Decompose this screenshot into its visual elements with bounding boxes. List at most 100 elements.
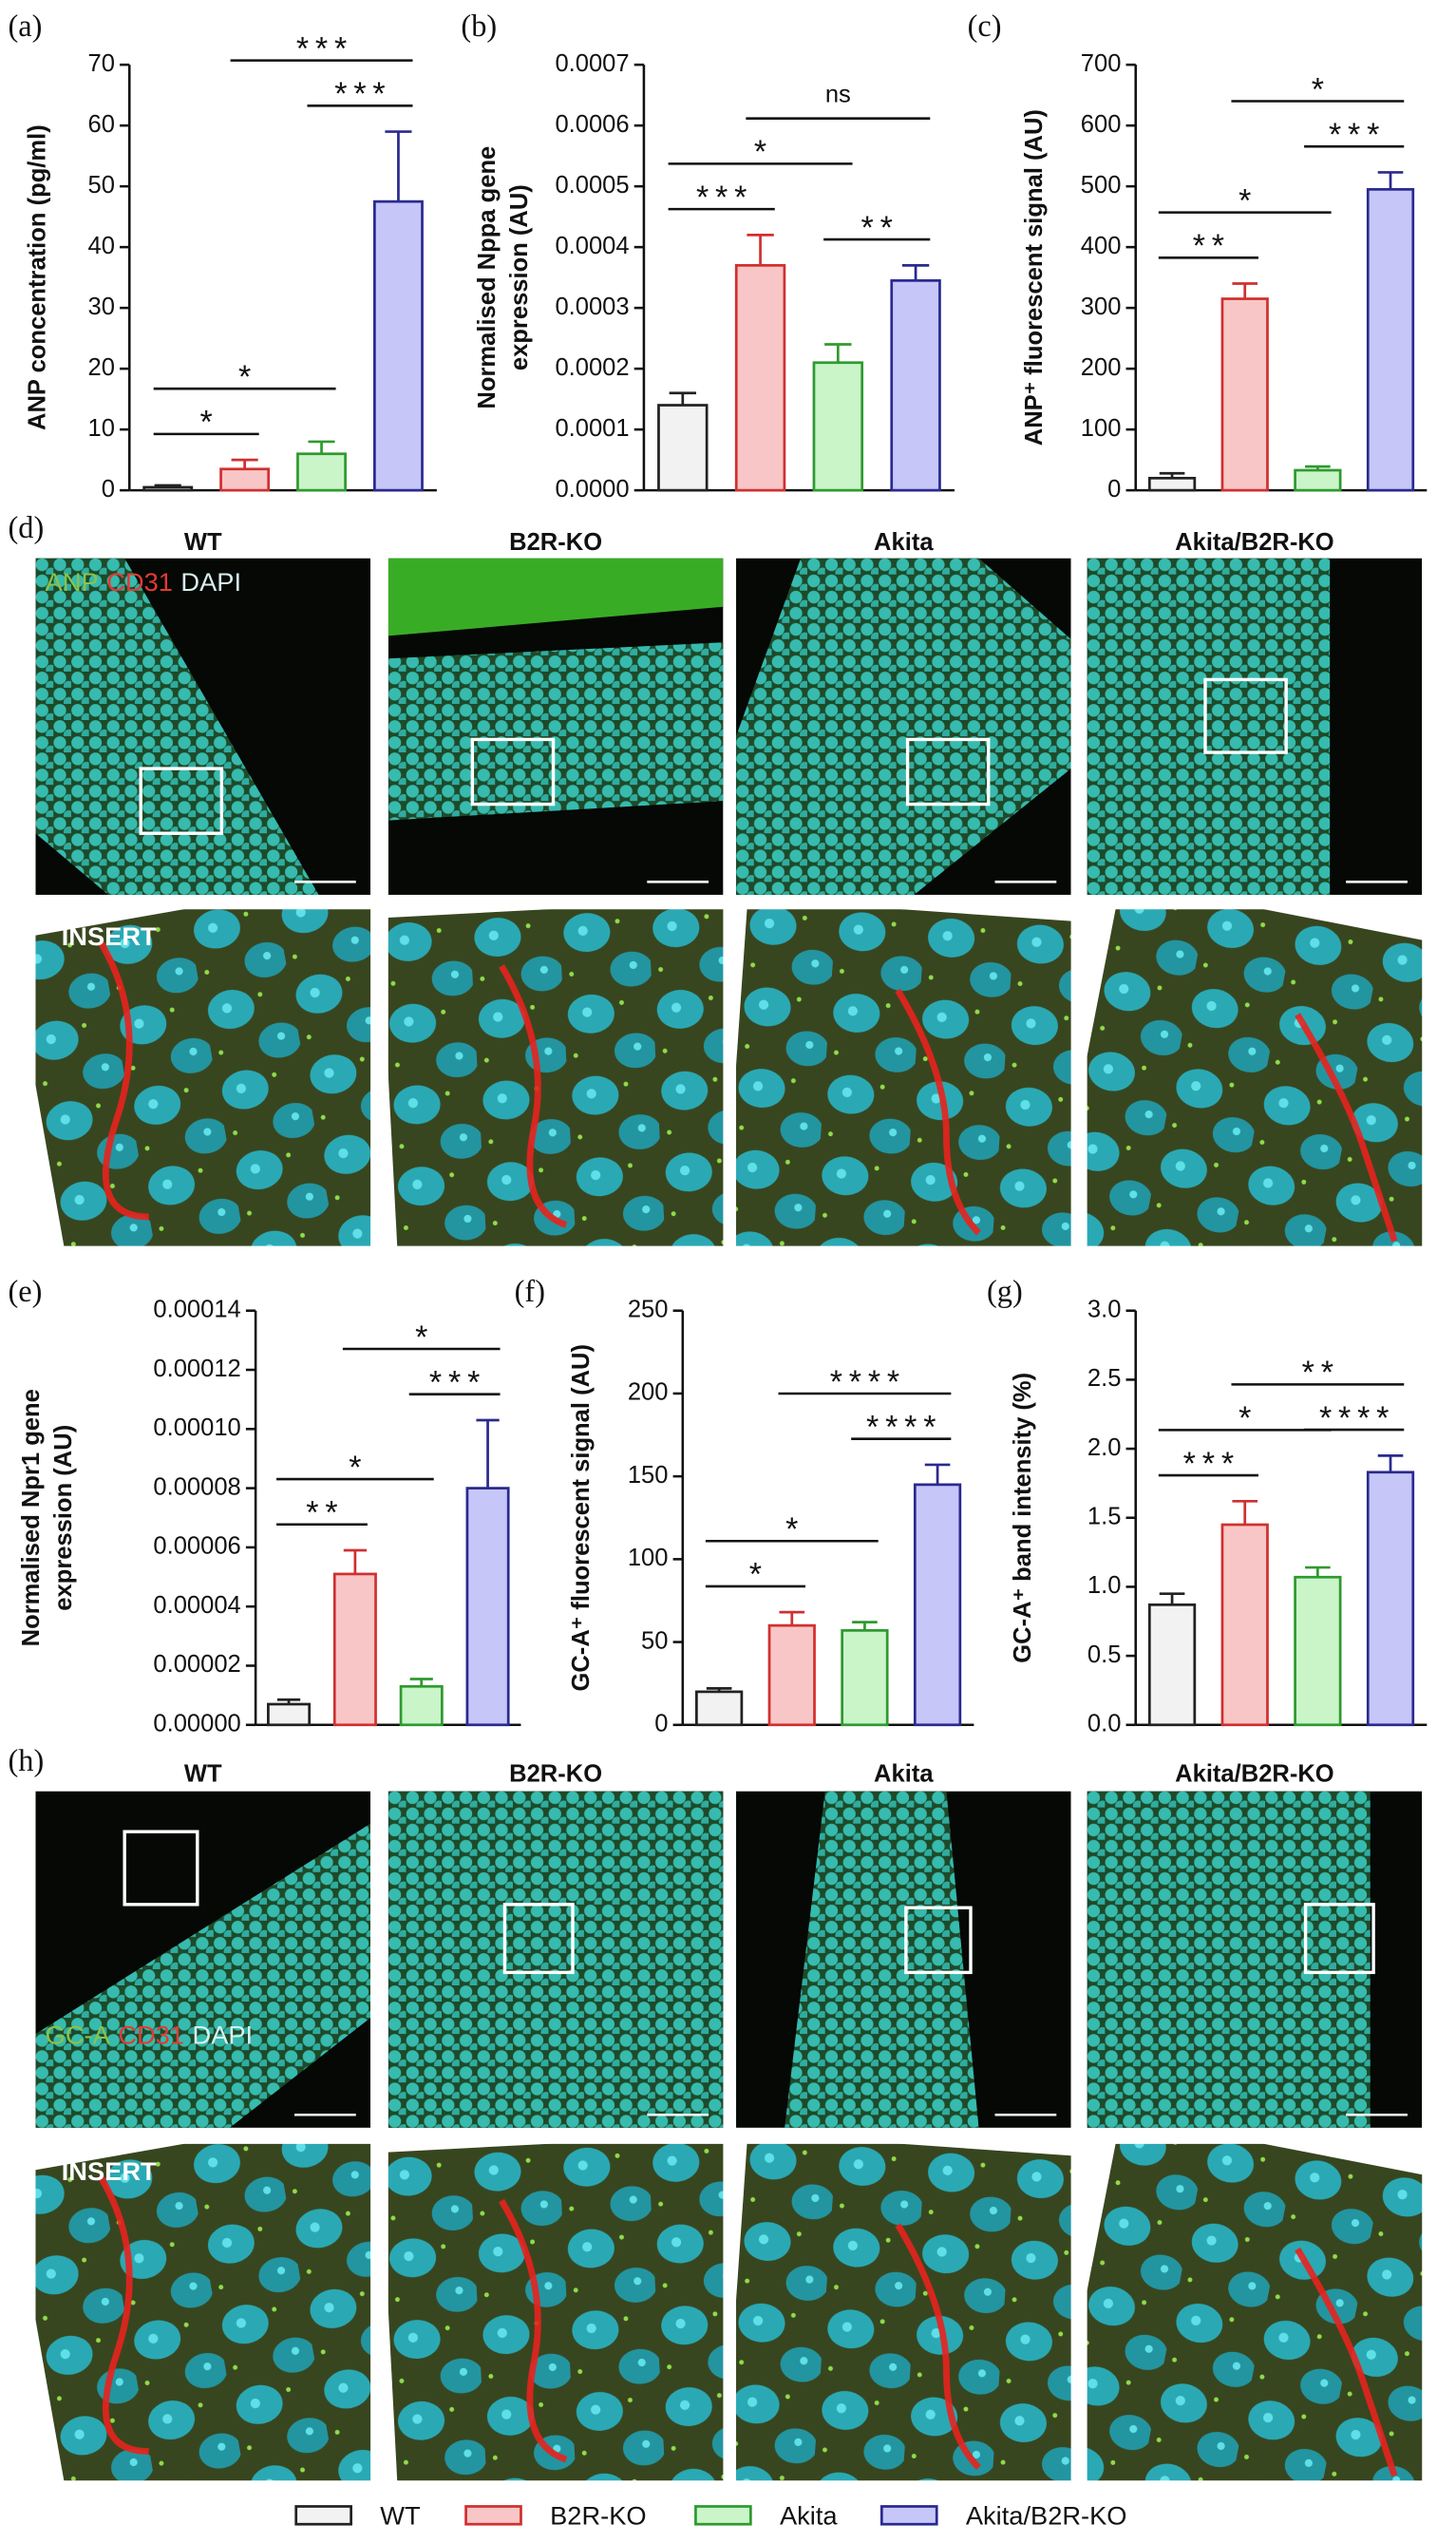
bar — [373, 199, 424, 492]
tissue-signal — [1087, 558, 1331, 895]
stain-label: GC-A — [46, 2021, 111, 2050]
y-tick-label: 60 — [88, 111, 115, 138]
legend-label: WT — [380, 2501, 421, 2531]
bar — [695, 1690, 744, 1727]
y-tick-label: 20 — [88, 354, 115, 381]
y-tick-label: 0.00002 — [153, 1651, 240, 1678]
y-tick-label: 0.00006 — [153, 1533, 240, 1560]
y-axis-label: GC-A⁺ band intensity (%) — [1010, 1373, 1036, 1663]
tissue-signal — [785, 1791, 979, 2128]
insert-box — [123, 1830, 199, 1907]
y-tick-label: 0.0003 — [555, 294, 629, 320]
vessel — [499, 2198, 568, 2463]
micrograph-insert — [1087, 2143, 1423, 2481]
column-title: B2R-KO — [509, 529, 602, 556]
significance-label: ns — [825, 82, 851, 108]
micrograph — [1087, 558, 1423, 895]
significance-label: ** — [1193, 228, 1231, 264]
significance-label: * — [1312, 71, 1331, 107]
tissue-signal — [388, 558, 724, 636]
y-tick-label: 250 — [628, 1296, 669, 1322]
significance-label: * — [1239, 1400, 1257, 1436]
y-tick-label: 40 — [88, 233, 115, 259]
micrograph — [736, 558, 1071, 895]
panel-label: (d) — [9, 510, 45, 544]
tissue-signal — [388, 1791, 724, 2128]
tissue — [388, 1791, 724, 2128]
panel-label: (h) — [9, 1743, 45, 1777]
bar — [1366, 1471, 1415, 1727]
y-tick-label: 100 — [628, 1545, 669, 1571]
tissue — [35, 558, 319, 895]
insert-image — [736, 2143, 1071, 2481]
insert-box — [1203, 677, 1288, 754]
y-tick-label: 0.00012 — [153, 1356, 240, 1382]
micrograph-insert — [388, 909, 724, 1246]
y-tick-label: 200 — [1081, 354, 1122, 381]
insert-image — [35, 2143, 371, 2481]
vessel — [1295, 2247, 1398, 2477]
insert-box — [904, 1906, 973, 1975]
micrograph — [388, 1791, 724, 2128]
bar — [1294, 468, 1342, 492]
panel-label: (g) — [987, 1274, 1023, 1308]
bar — [142, 485, 194, 492]
insert-image — [388, 2143, 724, 2481]
column-title: B2R-KO — [509, 1760, 602, 1787]
stain-labels: GC-A CD31 DAPI — [46, 2021, 253, 2050]
tissue-signal — [35, 1823, 371, 2128]
insert-box — [470, 737, 556, 807]
micrograph-insert — [35, 909, 371, 1246]
significance-label: **** — [830, 1364, 906, 1400]
tissue — [1087, 1791, 1371, 2128]
y-tick-label: 0.0 — [1087, 1711, 1122, 1737]
bar — [1220, 297, 1269, 492]
significance-label: *** — [1183, 1446, 1240, 1482]
y-tick-label: 200 — [628, 1379, 669, 1406]
micrograph — [1087, 1791, 1423, 2128]
stain-label: DAPI — [193, 2021, 254, 2050]
tissue-signal — [1087, 1791, 1371, 2128]
y-tick-label: 1.0 — [1087, 1572, 1122, 1599]
y-tick-label: 0.00008 — [153, 1473, 240, 1500]
micrograph-insert — [388, 2143, 724, 2481]
insert-image — [1087, 909, 1423, 1246]
y-tick-label: 50 — [641, 1627, 668, 1654]
stain-labels: ANP CD31 DAPI — [46, 567, 241, 597]
bar — [465, 1487, 510, 1727]
bar — [1220, 1523, 1269, 1727]
legend-label: Akita — [780, 2501, 838, 2531]
column-title: WT — [184, 529, 222, 556]
bar — [657, 404, 709, 492]
insert-image — [1087, 2143, 1423, 2481]
y-tick-label: 0.0001 — [555, 415, 629, 442]
significance-label: * — [749, 1557, 768, 1593]
panel-label: (b) — [461, 9, 497, 43]
significance-label: * — [238, 359, 257, 395]
panel-label: (f) — [515, 1274, 545, 1308]
significance-label: * — [1239, 182, 1257, 218]
vessel — [1295, 1013, 1398, 1243]
y-tick-label: 2.0 — [1087, 1434, 1122, 1461]
bar — [734, 263, 786, 492]
y-tick-label: 0.5 — [1087, 1642, 1122, 1668]
significance-label: ** — [861, 210, 899, 246]
y-tick-label: 70 — [88, 50, 115, 77]
y-axis-label: Normalised Npr1 gene — [18, 1389, 45, 1646]
y-tick-label: 0.0006 — [555, 111, 629, 138]
bar — [1147, 1603, 1197, 1727]
significance-label: *** — [296, 30, 353, 66]
bar — [890, 278, 941, 492]
y-tick-label: 1.5 — [1087, 1503, 1122, 1529]
significance-label: * — [785, 1511, 804, 1547]
micrograph-insert — [35, 2143, 371, 2481]
insert-box — [1303, 1903, 1375, 1975]
y-axis-label: GC-A⁺ fluorescent signal (AU) — [568, 1344, 595, 1692]
tissue — [736, 558, 1071, 895]
y-axis-label: expression (AU) — [506, 184, 533, 370]
bar — [1366, 187, 1415, 492]
y-tick-label: 0.0004 — [555, 233, 629, 259]
insert-image — [388, 909, 724, 1246]
panel-label: (a) — [9, 9, 43, 43]
y-axis-label: ANP⁺ fluorescent signal (AU) — [1021, 109, 1048, 446]
